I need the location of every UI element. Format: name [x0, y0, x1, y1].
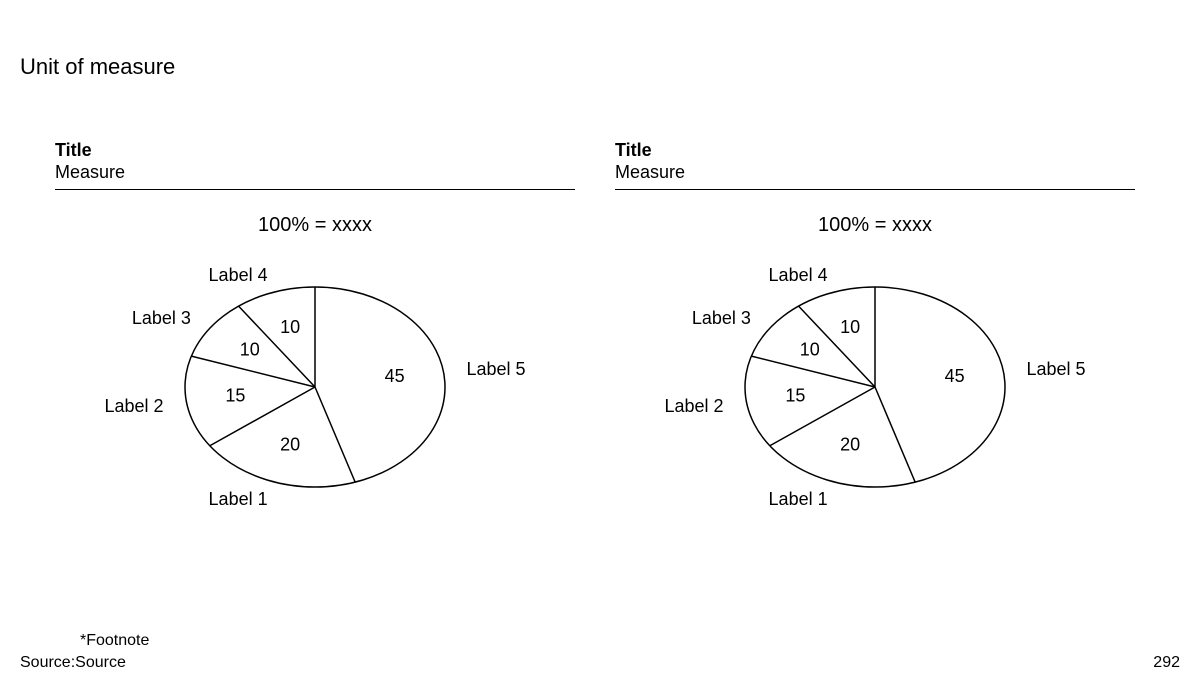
source-label: Source: — [20, 654, 75, 671]
page-number: 292 — [1153, 654, 1180, 672]
pie-chart-right: Label 5Label 1Label 2Label 3Label 445201… — [615, 247, 1135, 547]
pie-slice-value: 45 — [945, 366, 965, 386]
footnote: *Footnote — [80, 632, 149, 650]
pie-slice-value: 20 — [840, 435, 860, 455]
pie-slice-value: 15 — [225, 386, 245, 406]
slide-page: Unit of measure Title Measure 100% = xxx… — [0, 0, 1200, 680]
pie-slice-value: 20 — [280, 435, 300, 455]
pie-slice-value: 10 — [280, 317, 300, 337]
pie-slice-value: 10 — [240, 339, 260, 359]
panel-right-total: 100% = xxxx — [615, 214, 1135, 237]
source-value: Source — [75, 654, 126, 671]
panel-right: Title Measure 100% = xxxx Label 5Label 1… — [615, 140, 1135, 547]
panel-left-rule — [55, 189, 575, 190]
pie-svg: 45 20 15 10 10 — [615, 247, 1135, 547]
panel-right-rule — [615, 189, 1135, 190]
pie-slice-value: 10 — [840, 317, 860, 337]
panel-left: Title Measure 100% = xxxx Label 5Label 1… — [55, 140, 575, 547]
pie-svg: 45 20 15 10 10 — [55, 247, 575, 547]
panel-right-title: Title — [615, 140, 1135, 162]
pie-slice-value: 10 — [800, 339, 820, 359]
unit-of-measure: Unit of measure — [20, 54, 175, 80]
panel-right-measure: Measure — [615, 162, 1135, 190]
panel-left-title: Title — [55, 140, 575, 162]
pie-slice-value: 45 — [385, 366, 405, 386]
source-row: Source:Source — [20, 654, 126, 672]
pie-slice-value: 15 — [785, 386, 805, 406]
pie-chart-left: Label 5Label 1Label 2Label 3Label 445201… — [55, 247, 575, 547]
panel-left-measure: Measure — [55, 162, 575, 190]
panel-left-total: 100% = xxxx — [55, 214, 575, 237]
